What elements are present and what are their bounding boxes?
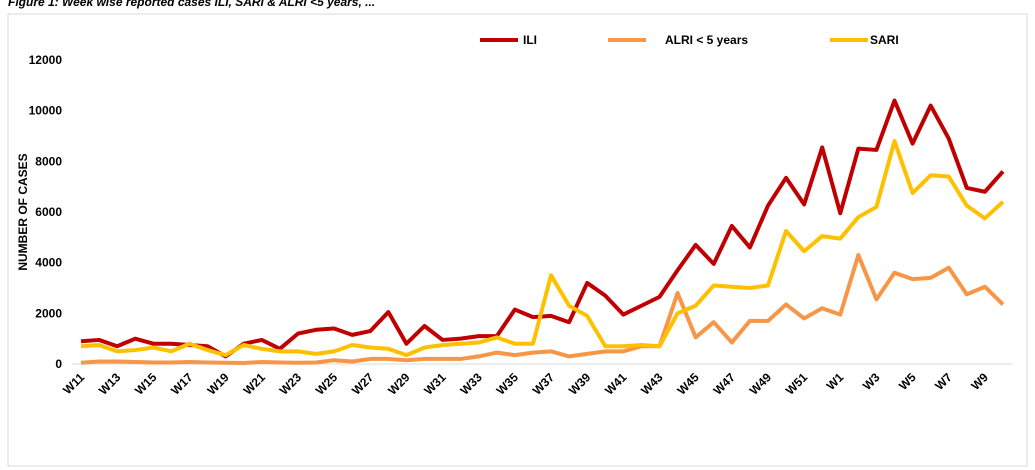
x-tick-label: W3	[860, 370, 883, 393]
x-tick-label: W35	[494, 370, 522, 398]
x-tick-label: W19	[204, 370, 232, 398]
chart-frame	[7, 13, 1028, 467]
x-tick-label: W39	[566, 370, 594, 398]
x-tick-label: W51	[783, 370, 811, 398]
legend-label: ILI	[523, 33, 537, 47]
y-tick-label: 8000	[35, 154, 62, 168]
y-tick-label: 0	[55, 357, 62, 371]
x-tick-label: W21	[241, 370, 269, 398]
y-tick-label: 4000	[35, 256, 62, 270]
x-tick-label: W9	[968, 370, 991, 393]
x-tick-label: W23	[277, 370, 305, 398]
x-tick-label: W41	[602, 370, 630, 398]
y-tick-label: 12000	[29, 53, 63, 67]
series-line	[80, 139, 1005, 358]
x-tick-label: W15	[132, 370, 160, 398]
x-tick-label: W11	[60, 370, 87, 397]
x-tick-label: W33	[457, 370, 485, 398]
x-tick-label: W45	[674, 370, 702, 398]
x-tick-label: W7	[932, 370, 955, 393]
x-tick-label: W31	[421, 370, 449, 398]
legend-label: SARI	[870, 33, 899, 47]
x-tick-label: W47	[711, 370, 739, 398]
y-tick-label: 6000	[35, 205, 62, 219]
series-line	[80, 253, 1005, 365]
series-line	[80, 98, 1005, 359]
x-tick-label: W25	[313, 370, 341, 398]
x-tick-label: W1	[824, 370, 847, 393]
x-tick-label: W17	[168, 370, 196, 398]
x-tick-label: W29	[385, 370, 413, 398]
x-tick-label: W43	[638, 370, 666, 398]
x-tick-label: W37	[530, 370, 558, 398]
x-tick-label: W27	[349, 370, 377, 398]
y-axis-label: NUMBER OF CASES	[16, 153, 30, 270]
legend-label: ALRI < 5 years	[665, 33, 748, 47]
x-tick-label: W5	[896, 370, 919, 393]
x-tick-label: W49	[747, 370, 775, 398]
y-tick-label: 10000	[29, 104, 63, 118]
x-tick-label: W13	[96, 370, 124, 398]
y-tick-label: 2000	[35, 306, 62, 320]
chart-title: Figure 1: Week wise reported cases ILI, …	[8, 0, 375, 9]
